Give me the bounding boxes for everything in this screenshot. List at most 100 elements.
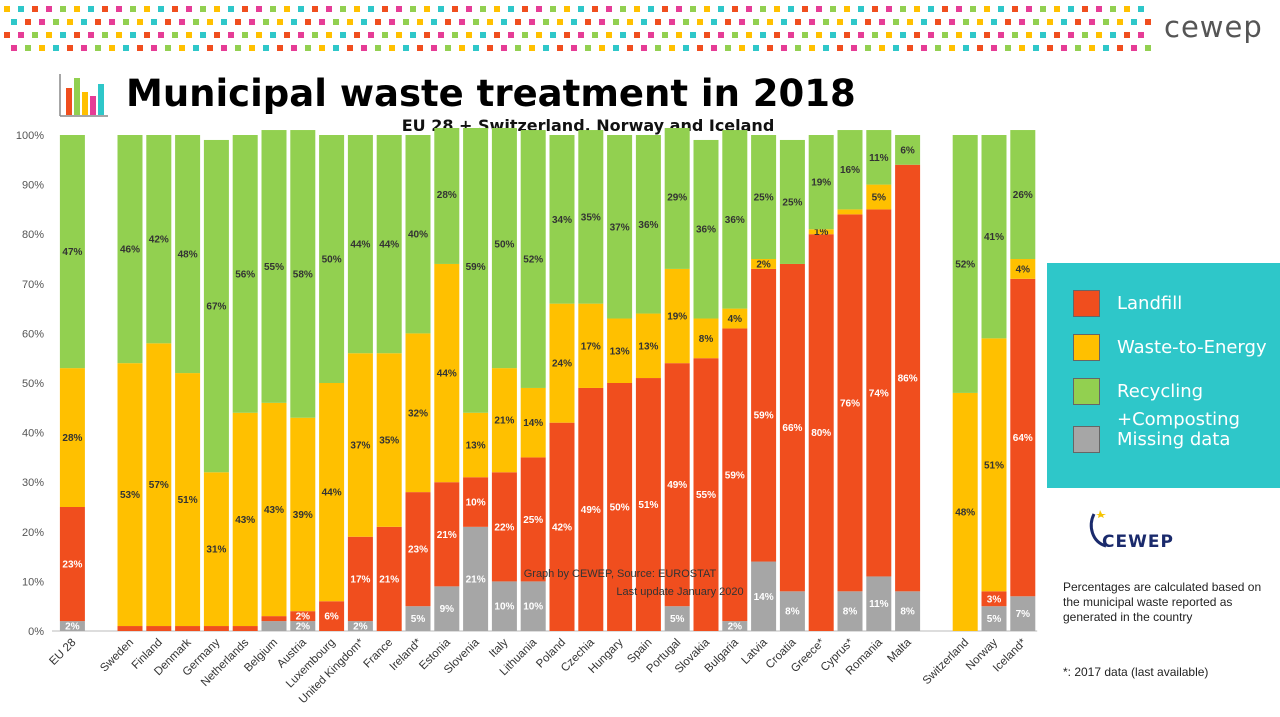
decorative-dot <box>907 19 913 25</box>
decorative-dot <box>767 19 773 25</box>
bar-segment-landfill <box>376 526 402 631</box>
data-label: 4% <box>1016 264 1031 275</box>
y-tick-label: 70% <box>22 279 44 291</box>
data-label: 59% <box>725 470 745 481</box>
decorative-dot <box>781 45 787 51</box>
bar-segment-recycling-composting <box>232 135 258 413</box>
decorative-dot <box>487 19 493 25</box>
decorative-dot <box>872 6 878 12</box>
decorative-dot <box>424 32 430 38</box>
decorative-dot <box>956 32 962 38</box>
decorative-dot <box>410 6 416 12</box>
decorative-dot <box>1124 6 1130 12</box>
decorative-dot <box>627 45 633 51</box>
decorative-dot <box>291 45 297 51</box>
bar-segment-landfill <box>895 164 921 592</box>
data-label: 11% <box>869 599 889 610</box>
decorative-dot <box>284 6 290 12</box>
decorative-dot <box>88 6 94 12</box>
decorative-dot <box>11 45 17 51</box>
decorative-dot <box>1012 6 1018 12</box>
bar-segment-recycling-composting <box>779 139 805 264</box>
decorative-dot <box>508 6 514 12</box>
decorative-dot <box>151 45 157 51</box>
data-label: 36% <box>725 215 745 226</box>
bar-segment-landfill <box>664 363 690 607</box>
source-note: Graph by CEWEP, Source: EUROSTAT <box>524 568 717 580</box>
decorative-dot <box>809 45 815 51</box>
decorative-dot <box>760 32 766 38</box>
decorative-dot <box>1012 32 1018 38</box>
bar-segment-landfill <box>578 387 604 631</box>
bar-segment-landfill <box>751 268 777 562</box>
decorative-dot <box>578 6 584 12</box>
data-label: 2% <box>65 622 80 633</box>
y-tick-label: 80% <box>22 229 44 241</box>
bar-segment-recycling-composting <box>895 135 921 165</box>
bar-segment-waste-to-energy <box>175 373 201 627</box>
data-label: 42% <box>552 522 572 533</box>
decorative-dot <box>102 6 108 12</box>
bar-segment-recycling-composting <box>866 130 892 185</box>
bar-segment-landfill <box>981 591 1007 607</box>
decorative-dot <box>991 19 997 25</box>
data-label: 21% <box>379 574 399 585</box>
decorative-dot <box>81 45 87 51</box>
bar-segment-waste-to-energy <box>952 392 978 631</box>
decorative-dot <box>214 6 220 12</box>
bar-segment-waste-to-energy <box>722 308 748 329</box>
y-tick-label: 60% <box>22 328 44 340</box>
decorative-dot <box>291 19 297 25</box>
decorative-dot <box>928 6 934 12</box>
data-label: 57% <box>149 480 169 491</box>
decorative-dot <box>571 45 577 51</box>
data-label: 53% <box>120 490 140 501</box>
decorative-dot <box>256 6 262 12</box>
decorative-dot <box>844 6 850 12</box>
bar-segment-recycling-composting <box>261 130 287 403</box>
legend-item: Waste-to-Energy <box>1073 334 1267 362</box>
data-label: 66% <box>782 423 802 434</box>
decorative-dot <box>592 32 598 38</box>
data-label: 5% <box>987 614 1002 625</box>
decorative-dot <box>816 6 822 12</box>
decorative-dot <box>172 6 178 12</box>
decorative-dot <box>200 6 206 12</box>
decorative-dot <box>522 6 528 12</box>
data-label: 2% <box>728 622 743 633</box>
decorative-dot <box>802 32 808 38</box>
data-label: 19% <box>811 178 831 189</box>
decorative-dot <box>1033 19 1039 25</box>
decorative-dot <box>270 32 276 38</box>
decorative-dot <box>249 45 255 51</box>
bar-segment-landfill <box>635 378 661 631</box>
data-label: 8% <box>900 607 915 618</box>
decorative-dot <box>732 32 738 38</box>
bar-segment-recycling-composting <box>376 135 402 354</box>
bar-segment-waste-to-energy <box>117 363 143 627</box>
bar-segment-recycling-composting <box>520 130 546 388</box>
decorative-dot <box>60 6 66 12</box>
data-label: 31% <box>206 545 226 556</box>
bar-segment-waste-to-energy <box>203 472 229 627</box>
data-label: 2% <box>296 622 311 633</box>
decorative-dot <box>886 6 892 12</box>
decorative-dot <box>1047 19 1053 25</box>
bar-segment-missing-data <box>491 581 517 631</box>
decorative-dot <box>662 6 668 12</box>
decorative-dot <box>1019 45 1025 51</box>
decorative-dot <box>1061 45 1067 51</box>
decorative-dot <box>697 19 703 25</box>
legend-swatch <box>1073 290 1100 317</box>
decorative-dot <box>137 45 143 51</box>
decorative-dot <box>39 45 45 51</box>
decorative-dot <box>1131 45 1137 51</box>
legend-item: Landfill <box>1073 290 1182 318</box>
decorative-dot <box>690 32 696 38</box>
bar-segment-recycling-composting <box>1010 130 1036 259</box>
bar-segment-missing-data <box>779 591 805 631</box>
legend-label: Missing data <box>1117 429 1231 450</box>
decorative-dot <box>641 19 647 25</box>
bar-segment-landfill <box>808 234 834 631</box>
decorative-dot <box>494 32 500 38</box>
